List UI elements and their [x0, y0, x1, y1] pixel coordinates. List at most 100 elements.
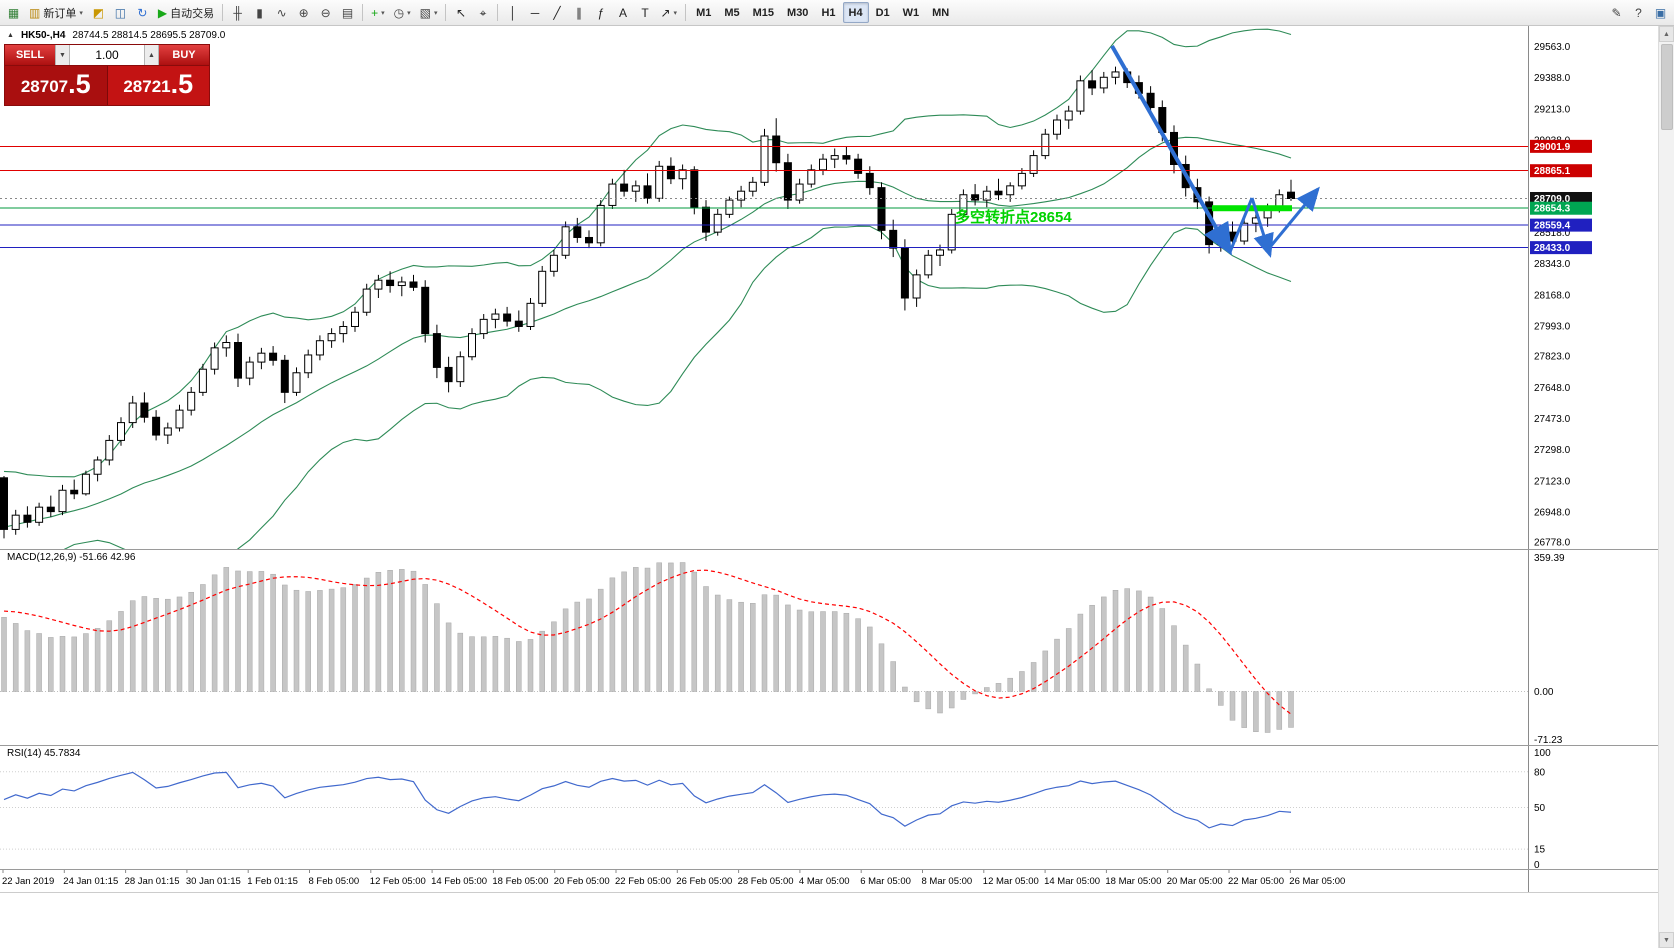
scroll-thumb[interactable]: [1660, 44, 1673, 130]
time-axis[interactable]: 22 Jan 2019 24 Jan 01:15 28 Jan 01:15 30 Ja…: [2, 870, 1345, 887]
svg-text:14 Feb 05:00: 14 Feb 05:00: [431, 876, 487, 887]
zoom-out-icon[interactable]: ⊖: [315, 2, 336, 23]
cursor-icon[interactable]: ↖: [450, 2, 471, 23]
svg-text:27648.0: 27648.0: [1534, 383, 1571, 394]
indicators-icon-glyph: +: [371, 5, 379, 20]
svg-text:26778.0: 26778.0: [1534, 538, 1571, 549]
svg-text:12 Mar 05:00: 12 Mar 05:00: [983, 876, 1039, 887]
window-icon-glyph: ▣: [1654, 5, 1667, 20]
buy-price-display[interactable]: 28721 .5: [107, 66, 209, 105]
trendline-icon[interactable]: ╱: [546, 2, 567, 23]
timeframe-d1[interactable]: D1: [870, 2, 896, 23]
svg-text:15: 15: [1534, 845, 1546, 856]
bar-chart-icon-glyph: ╫: [233, 5, 242, 20]
pencil-icon-glyph: ✎: [1611, 5, 1622, 20]
text-label-icon[interactable]: T: [634, 2, 655, 23]
periods-icon[interactable]: ◷ ▾: [390, 2, 415, 23]
timeframe-m30[interactable]: M30: [781, 2, 814, 23]
vertical-line-icon[interactable]: │: [502, 2, 523, 23]
autotrading-button[interactable]: ▶ 自动交易: [154, 2, 218, 23]
svg-text:27993.0: 27993.0: [1534, 321, 1571, 332]
terminal-icon[interactable]: ▦: [3, 2, 24, 23]
drawn-arrow: [1110, 45, 1232, 256]
scroll-down-icon[interactable]: ▼: [1659, 932, 1674, 948]
svg-text:-71.23: -71.23: [1534, 735, 1563, 746]
svg-text:29001.9: 29001.9: [1534, 142, 1571, 153]
pivot-line-badge: [1530, 201, 1592, 215]
svg-text:29213.0: 29213.0: [1534, 104, 1571, 115]
svg-text:28865.1: 28865.1: [1534, 166, 1571, 177]
rsi-pane[interactable]: 100 80 50 15 0: [0, 748, 1551, 871]
crosshair-icon[interactable]: ⌖: [472, 2, 493, 23]
data-window-icon[interactable]: ◫: [110, 2, 131, 23]
timeframe-m1-label: M1: [696, 6, 712, 19]
macd-pane[interactable]: 359.39 0.00 -71.23: [0, 553, 1565, 746]
new-order-button[interactable]: ▥ 新订单 ▾: [25, 2, 87, 23]
svg-text:29388.0: 29388.0: [1534, 73, 1571, 84]
volume-decrease-button[interactable]: ▼: [55, 45, 70, 65]
vertical-scrollbar[interactable]: ▲ ▼: [1658, 26, 1674, 948]
horizontal-line-icon[interactable]: ─: [524, 2, 545, 23]
tile-windows-icon[interactable]: ▤: [337, 2, 358, 23]
timeframe-m30-label: M30: [787, 6, 809, 19]
timeframe-m15[interactable]: M15: [747, 2, 780, 23]
bar-chart-icon[interactable]: ╫: [227, 2, 248, 23]
sell-button[interactable]: SELL: [5, 45, 55, 65]
volume-input[interactable]: 1.00: [70, 45, 144, 65]
collapse-panel-icon[interactable]: ▲: [7, 32, 14, 39]
scroll-up-icon[interactable]: ▲: [1659, 26, 1674, 42]
toolbar-separator: [362, 4, 364, 21]
svg-text:80: 80: [1534, 767, 1546, 778]
templates-icon-glyph: ▧: [419, 5, 431, 20]
svg-text:22 Mar 05:00: 22 Mar 05:00: [1228, 876, 1284, 887]
timeframe-m5-label: M5: [724, 6, 740, 19]
chart-canvas[interactable]: 29563.029388.029213.029038.028518.028343…: [0, 26, 1658, 948]
svg-text:12 Feb 05:00: 12 Feb 05:00: [370, 876, 426, 887]
window-icon[interactable]: ▣: [1650, 2, 1671, 23]
chart-profile-icon[interactable]: ◩: [88, 2, 109, 23]
timeframe-m5[interactable]: M5: [718, 2, 745, 23]
horizontal-line-icon-glyph: ─: [530, 5, 540, 20]
dropdown-arrow-icon: ▾: [381, 9, 385, 17]
text-icon[interactable]: A: [612, 2, 633, 23]
buy-button[interactable]: BUY: [159, 45, 209, 65]
timeframe-w1[interactable]: W1: [897, 2, 926, 23]
indicators-icon[interactable]: + ▾: [367, 2, 389, 23]
svg-text:28654.3: 28654.3: [1534, 204, 1571, 215]
timeframe-h4[interactable]: H4: [842, 2, 869, 23]
timeframe-mn-label: MN: [932, 6, 950, 19]
volume-increase-button[interactable]: ▲: [144, 45, 159, 65]
svg-text:24 Jan 01:15: 24 Jan 01:15: [63, 876, 118, 887]
help-icon[interactable]: ?: [1628, 2, 1649, 23]
trendline-icon-glyph: ╱: [553, 5, 561, 20]
zoom-in-icon[interactable]: ⊕: [293, 2, 314, 23]
zoom-out-icon-glyph: ⊖: [320, 5, 331, 20]
price-axis[interactable]: 29563.029388.029213.029038.028518.028343…: [1528, 26, 1593, 892]
channel-icon[interactable]: ∥: [568, 2, 589, 23]
timeframe-m1[interactable]: M1: [690, 2, 717, 23]
svg-text:28518.0: 28518.0: [1534, 228, 1571, 239]
trend-arrows[interactable]: [1110, 45, 1320, 258]
line-chart-icon-glyph: ∿: [276, 5, 287, 20]
arrows-tool-icon[interactable]: ↗ ▾: [656, 2, 681, 23]
buy-price-fraction: .5: [170, 69, 194, 99]
svg-text:8 Feb 05:00: 8 Feb 05:00: [309, 876, 360, 887]
pencil-icon[interactable]: ✎: [1606, 2, 1627, 23]
sell-price-main: 28707: [20, 77, 69, 96]
sell-price-display[interactable]: 28707 .5: [5, 66, 108, 105]
templates-icon[interactable]: ▧ ▾: [416, 2, 442, 23]
fibonacci-icon[interactable]: ƒ: [590, 2, 611, 23]
toolbar-separator: [497, 4, 499, 21]
terminal-icon-glyph: ▦: [7, 5, 20, 20]
refresh-icon[interactable]: ↻: [132, 2, 153, 23]
svg-text:27823.0: 27823.0: [1534, 352, 1571, 363]
timeframe-mn[interactable]: MN: [926, 2, 955, 23]
drawn-arrow: [1264, 186, 1320, 253]
svg-text:18 Mar 05:00: 18 Mar 05:00: [1105, 876, 1161, 887]
candlestick-chart-icon[interactable]: ▮: [249, 2, 270, 23]
line-chart-icon[interactable]: ∿: [271, 2, 292, 23]
toolbar-separator: [685, 4, 687, 21]
drawn-arrow: [1250, 197, 1274, 258]
timeframe-h1[interactable]: H1: [815, 2, 841, 23]
highlight-zone[interactable]: [1212, 205, 1292, 212]
